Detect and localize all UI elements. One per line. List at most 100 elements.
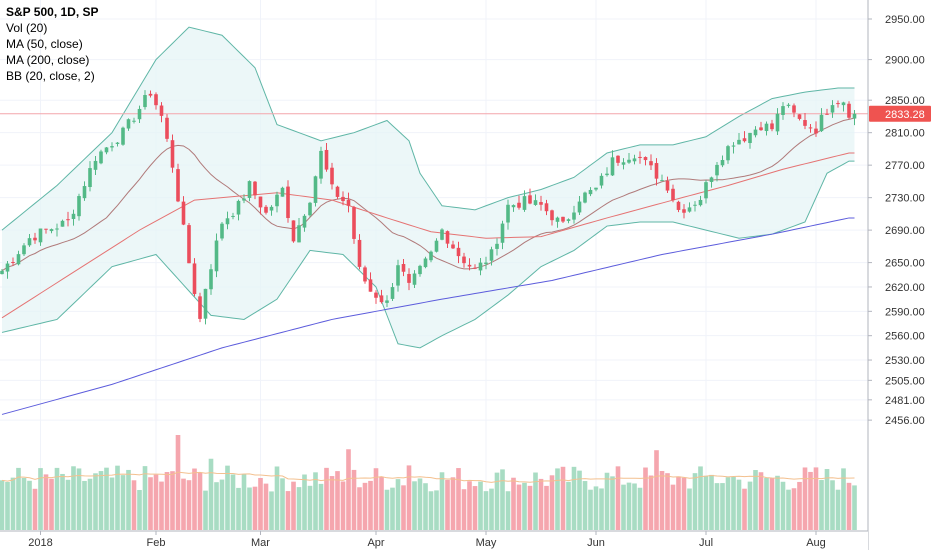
volume-bar bbox=[582, 481, 588, 530]
candle-body bbox=[132, 120, 136, 122]
candle-body bbox=[110, 146, 114, 148]
candle-body bbox=[99, 151, 103, 164]
candle-body bbox=[572, 212, 576, 220]
candle-body bbox=[473, 267, 477, 269]
legend-bb[interactable]: BB (20, close, 2) bbox=[6, 69, 95, 83]
volume-bar bbox=[835, 489, 841, 530]
volume-bar bbox=[93, 473, 98, 530]
volume-bar bbox=[159, 481, 164, 530]
price-tick-label: 2950.00 bbox=[885, 14, 925, 26]
candle-body bbox=[588, 189, 593, 195]
volume-bar bbox=[170, 471, 175, 530]
volume-bar bbox=[241, 473, 247, 530]
candle-body bbox=[214, 240, 219, 272]
candle-body bbox=[638, 156, 642, 158]
volume-bar bbox=[247, 487, 252, 530]
candle-body bbox=[550, 210, 554, 221]
candle-body bbox=[489, 249, 494, 261]
candle-body bbox=[148, 93, 153, 96]
candle-body bbox=[522, 196, 527, 210]
volume-bar bbox=[819, 480, 824, 530]
candle-body bbox=[726, 146, 730, 161]
candle-body bbox=[385, 300, 389, 303]
volume-bar bbox=[120, 475, 126, 530]
candle-body bbox=[187, 225, 191, 264]
candle-body bbox=[500, 223, 505, 243]
price-tick-label: 2505.00 bbox=[885, 375, 925, 387]
volume-bar bbox=[87, 478, 93, 530]
candle-body bbox=[49, 229, 54, 232]
candles bbox=[0, 90, 857, 325]
candle-body bbox=[528, 195, 532, 204]
volume-bar bbox=[236, 487, 241, 530]
volume-bar bbox=[522, 482, 527, 530]
candle-body bbox=[544, 203, 549, 212]
volume-bar bbox=[445, 479, 450, 530]
volume-bar bbox=[131, 480, 137, 530]
volume-bar bbox=[214, 482, 219, 530]
volume-bar bbox=[610, 476, 615, 530]
volume-bar bbox=[230, 474, 236, 530]
candle-body bbox=[808, 127, 813, 129]
candle-body bbox=[176, 169, 180, 202]
candle-body bbox=[66, 219, 70, 221]
candle-body bbox=[610, 157, 615, 176]
volume-bar bbox=[588, 489, 593, 530]
candle-body bbox=[269, 206, 274, 211]
volume-bar bbox=[346, 449, 351, 530]
last-price-tag bbox=[869, 105, 931, 122]
candle-body bbox=[302, 215, 307, 228]
candle-body bbox=[506, 204, 510, 223]
candle-body bbox=[88, 168, 92, 188]
price-tick-label: 2900.00 bbox=[885, 55, 925, 67]
candle-body bbox=[495, 243, 499, 249]
candle-body bbox=[621, 162, 626, 165]
volume-bar bbox=[560, 466, 566, 530]
volume-bar bbox=[417, 478, 423, 530]
candle-body bbox=[126, 119, 131, 129]
volume-bar bbox=[49, 478, 54, 530]
volume-bar bbox=[467, 481, 472, 530]
candle-body bbox=[709, 177, 714, 182]
candle-body bbox=[346, 199, 351, 206]
volume-bar bbox=[27, 480, 32, 530]
candle-body bbox=[0, 270, 4, 275]
candle-body bbox=[170, 140, 175, 168]
volume-bar bbox=[225, 465, 230, 530]
volume-bar bbox=[54, 467, 60, 530]
volume-bar bbox=[181, 478, 186, 530]
candle-body bbox=[797, 114, 802, 119]
legend-vol[interactable]: Vol (20) bbox=[6, 21, 48, 35]
candle-body bbox=[352, 207, 356, 239]
price-tick-label: 2590.00 bbox=[885, 306, 925, 318]
volume-bar bbox=[577, 470, 582, 530]
candle-body bbox=[462, 256, 466, 264]
volume-bar bbox=[307, 485, 313, 530]
legend-ma50[interactable]: MA (50, close) bbox=[6, 37, 83, 51]
candle-body bbox=[830, 105, 835, 113]
candle-body bbox=[275, 194, 279, 207]
candle-body bbox=[847, 103, 851, 118]
volume-bar bbox=[98, 471, 104, 530]
candle-body bbox=[60, 220, 65, 227]
candle-body bbox=[451, 244, 455, 249]
candle-body bbox=[115, 142, 120, 144]
legend-ma200[interactable]: MA (200, close) bbox=[6, 53, 90, 67]
volume-bar bbox=[511, 477, 516, 530]
candle-body bbox=[335, 186, 340, 197]
volume-bar bbox=[362, 482, 368, 530]
candle-body bbox=[236, 200, 241, 215]
volume-bar bbox=[219, 479, 225, 530]
volume-bar bbox=[137, 489, 142, 530]
candle-body bbox=[93, 160, 98, 170]
volume-bar bbox=[615, 466, 621, 530]
volume-bar bbox=[43, 474, 49, 530]
volume-bar bbox=[38, 468, 43, 530]
candle-body bbox=[539, 202, 543, 205]
candle-body bbox=[396, 265, 400, 286]
volume-bar bbox=[632, 483, 637, 530]
bollinger-bands bbox=[1, 26, 855, 349]
